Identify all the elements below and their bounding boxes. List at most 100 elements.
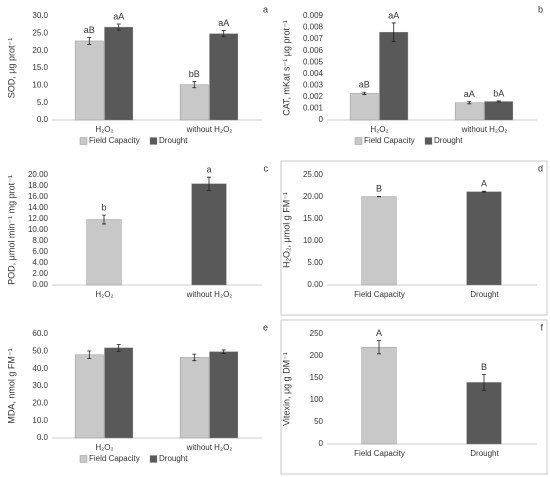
y-tick-label: 50.0 [32,346,48,355]
y-tick-label: 60.0 [32,329,48,338]
annotation: aA [218,18,229,28]
y-tick-label: 10.0 [32,416,48,425]
y-tick-label: 25.00 [303,170,324,179]
annotation: aB [359,80,370,90]
y-tick-label: 10.00 [303,236,324,245]
annotation: B [376,184,382,194]
panel-frame [280,160,548,316]
y-tick-label: 4.00 [32,258,48,267]
y-tick-label: 20.0 [32,398,48,407]
error-bar [192,81,197,89]
y-tick-label: 0.002 [303,92,324,101]
y-tick-label: 20.0 [32,46,48,55]
y-tick-label: 0 [319,439,324,448]
annotation: aA [113,11,124,21]
x-tick-label: H₂O₂ [370,125,388,134]
legend-swatch [424,137,433,145]
y-tick-label: 12.00 [28,214,49,223]
legend-label: Drought [159,454,188,463]
bar [361,196,397,286]
x-tick-label: Drought [470,449,499,458]
x-tick-label: H₂O₂ [95,290,113,299]
legend-swatch [354,137,363,145]
x-tick-label: H₂O₂ [95,125,113,134]
y-tick-label: 0.004 [303,69,324,78]
error-bar [207,176,211,191]
legend-label: Drought [159,136,188,145]
y-tick-label: 0.008 [303,23,324,32]
bar [466,382,502,445]
annotation: bB [189,69,200,79]
y-tick-label: 0 [319,115,324,124]
x-tick-label: Field Capacity [354,290,405,299]
error-bar [87,350,92,360]
error-bar [362,91,367,95]
error-bar [482,374,486,391]
y-tick-label: 14.00 [28,203,49,212]
bar [74,354,104,439]
y-tick-label: 40.0 [32,364,48,373]
y-tick-label: 10.0 [32,80,48,89]
annotation: aA [388,10,399,20]
y-tick-label: 5.00 [307,258,323,267]
annotation: A [481,179,487,189]
x-tick-label: without H₂O₂ [461,125,508,134]
bar [484,101,514,121]
x-tick-label: Drought [470,290,499,299]
bar [466,191,502,286]
annotation: aB [84,25,95,35]
panel-letter: f [540,322,543,332]
error-bar [102,214,106,225]
y-tick-label: 15.00 [303,214,324,223]
annotation: aA [464,89,475,99]
y-tick-label: 0.009 [303,11,324,20]
y-axis-label: Vitexin, μg g DM⁻¹ [281,352,291,426]
y-tick-label: 0.00 [307,280,323,289]
legend-label: Drought [434,136,463,145]
y-tick-label: 20.00 [303,192,324,201]
bar [361,347,397,445]
y-tick-label: 200 [310,351,324,360]
y-tick-label: 25.0 [32,28,48,37]
bar [86,219,122,286]
y-tick-label: 2.00 [32,269,48,278]
bar [179,84,209,121]
y-tick-label: 0.003 [303,80,324,89]
panel-frame [280,319,548,475]
error-bar [221,30,226,38]
panel-letter: e [263,322,268,332]
panel-letter: b [538,4,543,14]
y-tick-label: 0.007 [303,34,324,43]
y-tick-label: 150 [310,373,324,382]
annotation: a [206,165,211,175]
y-tick-label: 8.00 [32,236,48,245]
y-tick-label: 0.001 [303,104,324,113]
y-axis-label: CAT, mKat s⁻¹ μg prot⁻¹ [281,20,291,116]
y-tick-label: 18.00 [28,181,49,190]
bar [74,40,104,121]
y-tick-label: 100 [310,395,324,404]
bar [454,102,484,121]
error-bar [377,340,381,355]
legend-label: Field Capacity [364,136,415,145]
bar [379,31,409,121]
y-tick-label: 16.00 [28,192,49,201]
y-tick-label: 0.006 [303,46,324,55]
x-tick-label: H₂O₂ [95,443,113,452]
y-tick-label: 50 [314,417,323,426]
error-bar [116,344,121,352]
error-bar [87,37,92,45]
bar [209,351,239,439]
error-bar [482,190,486,193]
annotation: A [376,328,382,338]
x-tick-label: without H₂O₂ [186,290,233,299]
error-bar [496,100,501,103]
error-bar [391,22,396,42]
annotation: bA [493,88,504,98]
y-tick-label: 30.0 [32,11,48,20]
y-axis-label: H₂O₂, μmol g FM⁻¹ [281,192,291,268]
panel-letter: d [538,163,543,173]
y-tick-label: 250 [310,329,324,338]
error-bar [116,23,121,31]
